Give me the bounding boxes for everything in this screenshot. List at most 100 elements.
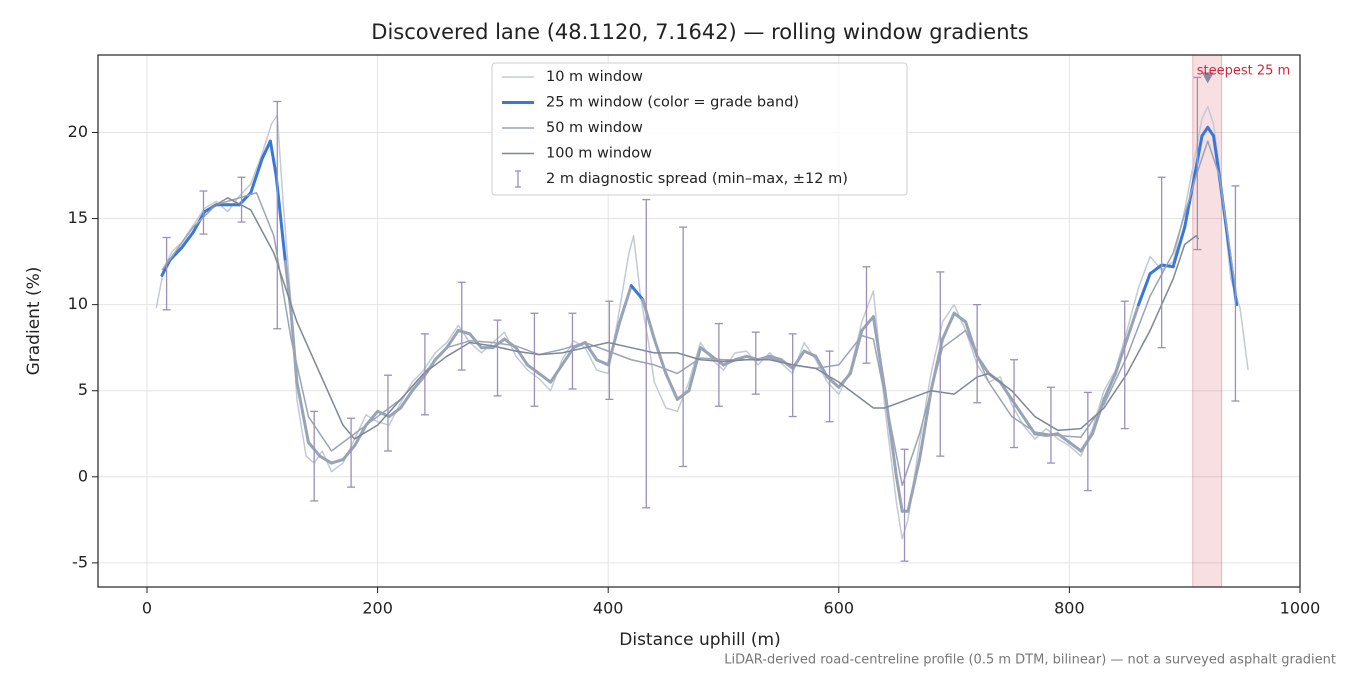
- line-segment: [918, 389, 933, 462]
- legend-label: 100 m window: [546, 146, 652, 162]
- legend-label: 10 m window: [546, 69, 643, 85]
- steepest-label: steepest 25 m: [1197, 64, 1290, 79]
- error-bar: [310, 410, 319, 502]
- line-segment: [952, 311, 968, 324]
- y-tick-label: -5: [72, 552, 88, 571]
- line-segment: [941, 311, 956, 341]
- line-segment: [583, 341, 599, 362]
- line-segment: [1206, 125, 1216, 138]
- error-bar: [493, 319, 502, 397]
- error-bar: [199, 190, 208, 235]
- error-bar: [679, 226, 688, 468]
- line-segment: [180, 230, 195, 250]
- error-bar: [162, 236, 171, 311]
- line-segment: [295, 380, 310, 444]
- series-line: [161, 140, 1238, 487]
- error-bar: [420, 333, 429, 416]
- error-bar: [1193, 76, 1202, 251]
- line-segment: [376, 409, 391, 419]
- line-segment: [341, 444, 357, 462]
- legend-label: 25 m window (color = grade band): [546, 95, 799, 111]
- y-tick-label: 10: [68, 294, 88, 313]
- line-segment: [1090, 397, 1106, 436]
- line-segment: [249, 156, 264, 195]
- line-segment: [698, 346, 714, 358]
- line-segment: [1200, 125, 1210, 138]
- x-tick-label: 400: [593, 599, 624, 618]
- line-segment: [860, 315, 875, 332]
- line-segment: [525, 363, 541, 376]
- line-segment: [268, 139, 278, 178]
- line-segment: [260, 139, 272, 160]
- line-segment: [410, 375, 426, 393]
- line-segment: [537, 372, 553, 384]
- line-segment: [1137, 272, 1152, 307]
- y-axis-label: Gradient (%): [24, 267, 44, 376]
- legend-label: 2 m diagnostic spread (min–max, ±12 m): [546, 171, 848, 187]
- line-segment: [329, 458, 345, 465]
- error-bar: [751, 331, 760, 395]
- x-axis-label: Distance uphill (m): [619, 630, 780, 650]
- line-segment: [514, 346, 529, 367]
- line-segment: [283, 260, 293, 315]
- error-bar: [936, 271, 945, 457]
- line-segment: [894, 475, 904, 513]
- error-bar: [1046, 386, 1055, 464]
- error-bar: [973, 303, 982, 404]
- line-segment: [837, 372, 852, 389]
- series-line: [210, 197, 1200, 440]
- y-tick-label: 20: [68, 122, 88, 141]
- error-bar: [788, 333, 797, 418]
- error-bar: [900, 448, 909, 562]
- line-segment: [871, 315, 887, 393]
- y-tick-label: 0: [78, 466, 88, 485]
- chart-title: Discovered lane (48.1120, 7.1642) — roll…: [371, 20, 1028, 44]
- legend-label: 50 m window: [546, 120, 643, 136]
- line-segment: [906, 458, 922, 513]
- line-segment: [399, 389, 414, 410]
- plot-frame: [97, 54, 1301, 588]
- line-segment: [1212, 134, 1221, 178]
- series-line: [155, 105, 1249, 540]
- line-segment: [168, 246, 184, 262]
- line-segment: [549, 363, 564, 384]
- x-tick-label: 600: [824, 599, 855, 618]
- footnote: LiDAR-derived road-centreline profile (0…: [724, 653, 1336, 668]
- line-segment: [387, 406, 403, 419]
- error-bar: [825, 350, 834, 423]
- legend-box: [491, 62, 908, 196]
- line-segment: [802, 349, 818, 358]
- line-segment: [687, 346, 702, 393]
- line-segment: [1148, 263, 1164, 276]
- error-bar: [1231, 185, 1240, 402]
- line-segment: [1102, 372, 1118, 401]
- y-tick-label: 15: [68, 208, 88, 227]
- error-bar: [1083, 391, 1092, 492]
- error-bar: [1120, 300, 1129, 430]
- line-segment: [1160, 263, 1175, 269]
- line-segment: [318, 454, 333, 465]
- x-tick-label: 200: [362, 599, 393, 618]
- error-bar: [383, 374, 392, 452]
- error-bar: [642, 198, 651, 509]
- line-segment: [289, 311, 299, 384]
- error-bar: [568, 312, 577, 390]
- line-segment: [1067, 440, 1083, 453]
- line-segment: [664, 372, 679, 401]
- error-bar: [273, 100, 282, 330]
- line-segment: [456, 328, 472, 336]
- line-segment: [768, 354, 783, 362]
- steepest-marker: [1201, 72, 1214, 84]
- error-bar: [1157, 176, 1166, 349]
- line-segment: [1171, 225, 1187, 269]
- line-segment: [445, 328, 460, 350]
- error-bar: [862, 266, 871, 364]
- line-segment: [595, 358, 610, 367]
- line-segment: [629, 284, 645, 301]
- line-segment: [998, 380, 1014, 401]
- x-tick-label: 1000: [1280, 599, 1321, 618]
- error-bar: [457, 281, 466, 371]
- error-bar: [605, 300, 614, 400]
- x-tick-label: 800: [1054, 599, 1085, 618]
